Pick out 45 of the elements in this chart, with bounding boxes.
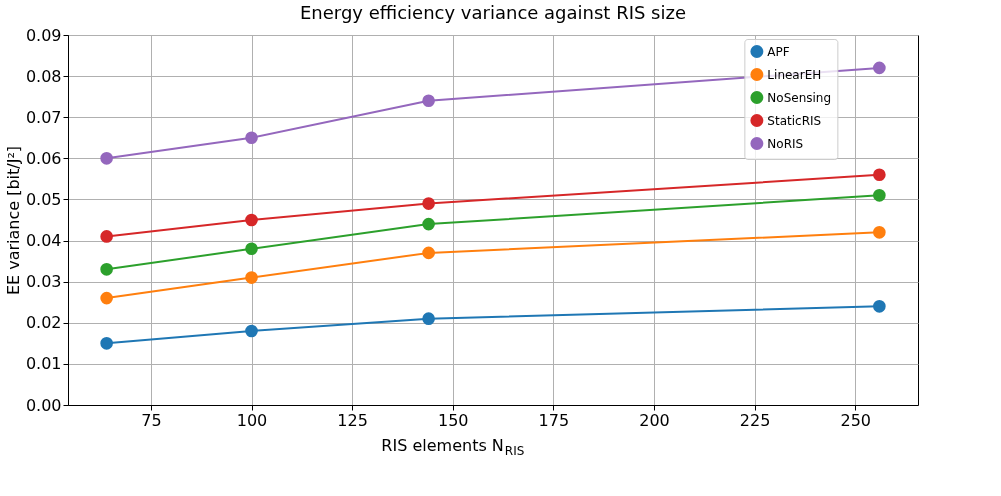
point: [245, 324, 258, 338]
point: [100, 291, 113, 305]
x-tick-label: 150: [437, 410, 469, 430]
point: [245, 242, 258, 256]
point: [873, 300, 886, 313]
legend-label: StaticRIS: [767, 113, 822, 128]
legend-label: APF: [767, 44, 790, 59]
y-tick-label: 0.03: [25, 272, 62, 292]
legend-label: NoSensing: [767, 90, 832, 105]
y-tick-label: 0.04: [25, 231, 62, 251]
y-tick-label: 0.07: [25, 107, 62, 127]
x-tick-label: 125: [337, 410, 368, 430]
y-tick-label: 0.09: [25, 25, 62, 45]
point: [873, 168, 886, 182]
point: [422, 94, 435, 108]
x-tick-label: 200: [639, 410, 670, 430]
y-tick-label: 0.01: [25, 354, 62, 374]
point: [100, 230, 113, 243]
y-tick-label: 0.02: [25, 313, 62, 333]
point: [100, 337, 113, 350]
x-tick-label: 250: [840, 410, 871, 430]
x-tick-label: 100: [236, 410, 268, 430]
x-tick-label: 225: [739, 410, 771, 430]
point: [245, 271, 258, 284]
point: [422, 217, 435, 231]
point: [100, 152, 113, 165]
y-tick-label: 0.08: [25, 66, 62, 86]
chart-title: Energy efficiency variance against RIS size: [300, 2, 686, 23]
point: [873, 61, 886, 75]
y-axis-title: EE variance [bit/J²]: [3, 145, 23, 296]
point: [422, 312, 435, 325]
y-tick-label: 0.06: [25, 148, 62, 168]
y-tick-label: 0.00: [25, 395, 62, 415]
point: [422, 197, 435, 210]
point: [245, 213, 258, 227]
x-tick-label: 75: [141, 410, 162, 430]
point: [245, 131, 258, 145]
point: [100, 263, 113, 276]
legend-label: NoRIS: [767, 136, 804, 151]
point: [873, 189, 886, 202]
legend-label: LinearEH: [767, 67, 822, 82]
point: [873, 226, 886, 239]
y-tick-label: 0.05: [25, 189, 62, 209]
point: [422, 246, 435, 260]
x-tick-label: 175: [538, 410, 570, 430]
